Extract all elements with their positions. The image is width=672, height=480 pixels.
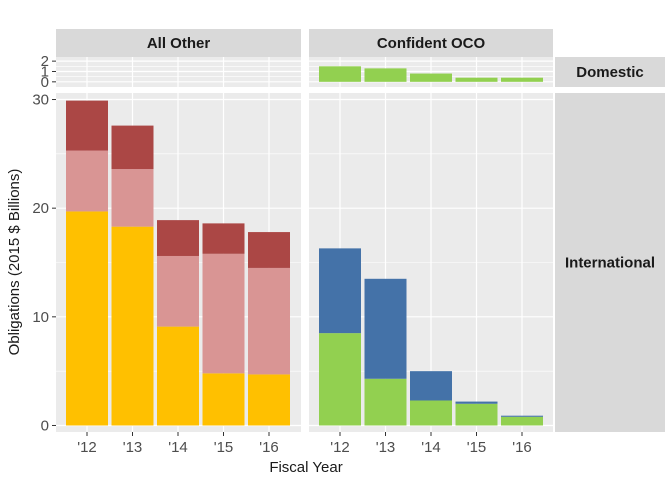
y-tick-label: 20	[32, 200, 49, 217]
strip-label: All Other	[147, 35, 211, 52]
bar-domestic-confident-oco-16-segment-0	[501, 77, 543, 82]
bar-international-all-other-16-segment-0	[248, 374, 290, 426]
bar-international-confident-oco-12-segment-1	[319, 248, 361, 334]
y-tick-label: 0	[41, 417, 49, 434]
bar-international-all-other-16-segment-2	[248, 232, 290, 268]
x-axis-all-other: '12 '13 '14 '15 '16	[77, 432, 279, 456]
y-tick-label: 10	[32, 309, 49, 326]
x-tick-label: '12	[77, 439, 97, 456]
panel-international-confident-oco	[309, 93, 553, 432]
y-tick-label: 2	[41, 53, 49, 70]
panels-layer	[56, 57, 553, 432]
x-tick-label: '15	[214, 439, 234, 456]
bar-domestic-confident-oco-12-segment-0	[319, 66, 361, 82]
bar-international-confident-oco-13-segment-1	[364, 278, 407, 379]
bar-domestic-confident-oco-13-segment-0	[364, 68, 407, 82]
x-tick-label: '14	[168, 439, 188, 456]
x-tick-label: '14	[421, 439, 441, 456]
bar-international-confident-oco-14-segment-1	[410, 371, 452, 401]
bar-international-confident-oco-12-segment-0	[319, 333, 361, 426]
y-axis-international: 0 10 20 30	[32, 92, 56, 434]
strip-column-all-other: All Other	[56, 29, 301, 57]
y-tick-label: 0	[41, 74, 49, 91]
bar-international-all-other-15-segment-2	[202, 223, 245, 254]
strip-label: Confident OCO	[377, 35, 486, 52]
strip-background	[555, 57, 665, 87]
x-tick-label: '16	[259, 439, 279, 456]
bar-domestic-confident-oco-14-segment-0	[410, 73, 452, 82]
x-tick-label: '13	[376, 439, 396, 456]
bar-international-confident-oco-16-segment-1	[501, 415, 543, 417]
bar-international-all-other-15-segment-1	[202, 253, 245, 374]
x-axis-title: Fiscal Year	[269, 459, 342, 476]
x-tick-label: '15	[467, 439, 487, 456]
bar-international-all-other-13-segment-1	[111, 169, 154, 227]
panel-domestic-confident-oco	[309, 57, 553, 87]
y-tick-label: 30	[32, 92, 49, 109]
x-tick-label: '13	[123, 439, 143, 456]
panel-international-all-other	[56, 93, 301, 432]
bar-international-all-other-14-segment-0	[157, 326, 199, 426]
bar-international-confident-oco-15-segment-0	[455, 403, 498, 426]
bar-international-all-other-13-segment-0	[111, 226, 154, 426]
bar-international-all-other-13-segment-2	[111, 125, 154, 170]
bar-international-confident-oco-13-segment-0	[364, 378, 407, 426]
strip-label: International	[565, 255, 655, 272]
x-tick-label: '16	[512, 439, 532, 456]
x-tick-label: '12	[330, 439, 350, 456]
strip-background	[555, 93, 665, 432]
bar-international-all-other-15-segment-0	[202, 373, 245, 426]
y-tick-label: 1	[41, 63, 49, 80]
strip-background	[56, 29, 301, 57]
y-axis-title: Obligations (2015 $ Billions)	[6, 169, 23, 356]
panel-domestic-all-other	[56, 57, 301, 87]
x-axis-confident-oco: '12 '13 '14 '15 '16	[330, 432, 532, 456]
strip-label: Domestic	[576, 64, 644, 81]
bar-international-all-other-16-segment-1	[248, 267, 290, 375]
bar-domestic-confident-oco-15-segment-0	[455, 77, 498, 82]
bar-international-all-other-12-segment-1	[66, 150, 108, 212]
strips-layer: All Other Confident OCO Domestic Internatio…	[56, 29, 665, 432]
strip-background	[309, 29, 553, 57]
strip-row-international: International	[555, 93, 665, 432]
bar-international-all-other-12-segment-2	[66, 100, 108, 151]
bar-international-confident-oco-14-segment-0	[410, 400, 452, 426]
bar-international-all-other-14-segment-1	[157, 255, 199, 327]
bar-international-all-other-14-segment-2	[157, 220, 199, 256]
strip-column-confident-oco: Confident OCO	[309, 29, 553, 57]
bar-international-all-other-12-segment-0	[66, 211, 108, 426]
bar-international-confident-oco-15-segment-1	[455, 401, 498, 404]
bar-international-confident-oco-16-segment-0	[501, 416, 543, 426]
y-axis-domestic: 012	[41, 53, 56, 91]
strip-row-domestic: Domestic	[555, 57, 665, 87]
